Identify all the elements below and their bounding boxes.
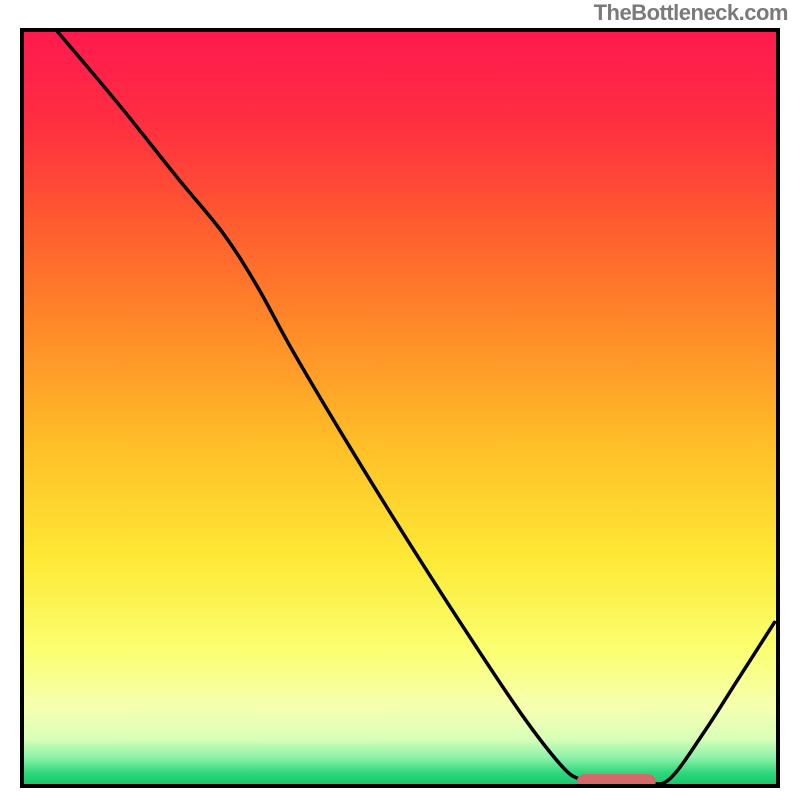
watermark-text: TheBottleneck.com: [594, 0, 788, 26]
gradient-background: [24, 32, 776, 784]
gradient-chart: [20, 28, 780, 788]
chart-container: [20, 28, 780, 788]
